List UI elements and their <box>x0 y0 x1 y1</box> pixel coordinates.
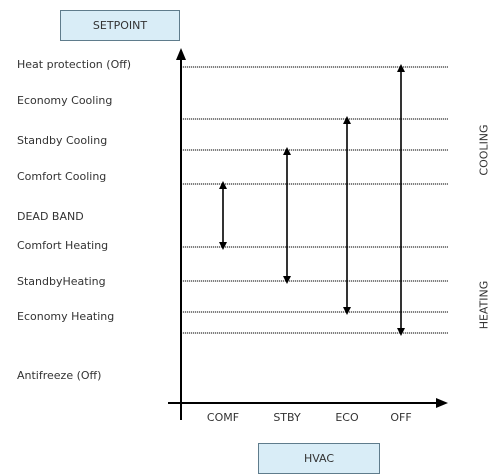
level-lines <box>181 66 448 334</box>
y-axis-arrowhead <box>176 48 186 60</box>
cooling-label: COOLING <box>477 124 489 176</box>
mode-label-stby: STBY <box>273 411 301 424</box>
level-label: Comfort Heating <box>17 239 109 252</box>
mode-label-comf: COMF <box>206 411 240 424</box>
heating-label: HEATING <box>477 280 489 330</box>
level-label: Economy Heating <box>17 310 115 323</box>
axes <box>168 48 448 420</box>
x-axis-arrowhead <box>436 398 448 408</box>
setpoint-label: SETPOINT <box>92 19 148 32</box>
level-label: Economy Cooling <box>17 94 113 107</box>
mode-arrows <box>219 64 405 336</box>
setpoint-label-box: SETPOINT <box>60 10 180 41</box>
level-label: Standby Cooling <box>17 134 108 147</box>
hvac-label: HVAC <box>303 452 335 465</box>
mode-label-off: OFF <box>390 411 412 424</box>
level-label: Comfort Cooling <box>17 170 107 183</box>
level-label: StandbyHeating <box>17 275 106 288</box>
level-label: Antifreeze (Off) <box>17 369 102 382</box>
hvac-label-box: HVAC <box>258 443 380 474</box>
level-label: DEAD BAND <box>17 210 84 223</box>
mode-label-eco: ECO <box>335 411 359 424</box>
level-label: Heat protection (Off) <box>17 58 132 71</box>
